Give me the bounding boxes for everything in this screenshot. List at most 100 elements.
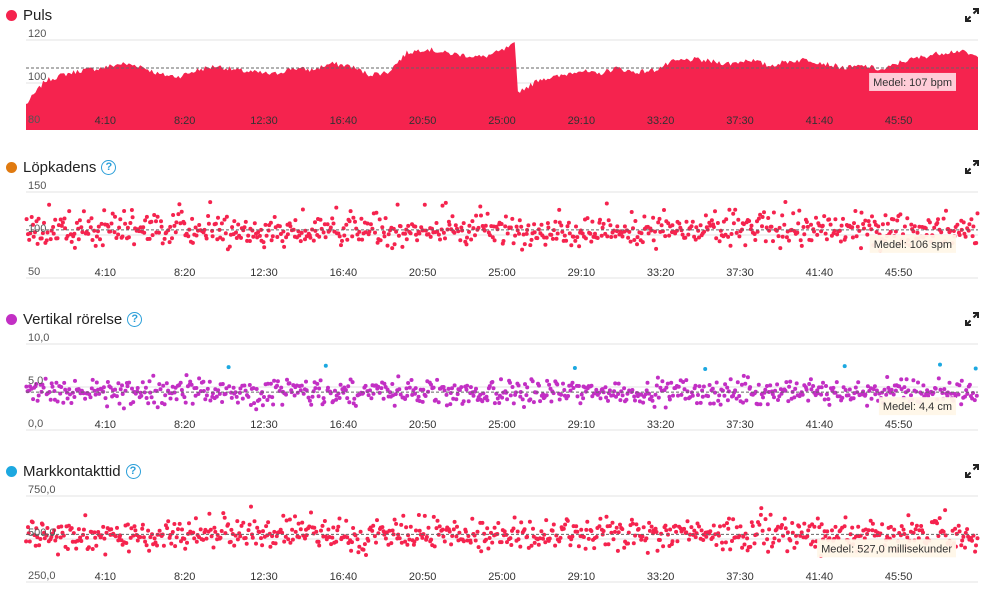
data-point [694,225,699,230]
data-point [598,217,602,222]
data-point [676,393,680,398]
data-point [637,399,642,404]
data-point [559,392,564,397]
data-point [804,387,809,392]
data-point [60,220,65,225]
data-point [86,231,91,236]
data-point [224,214,229,219]
x-tick-label: 25:00 [488,571,516,583]
expand-icon[interactable] [965,312,979,326]
data-point [892,527,897,532]
data-point [796,221,801,226]
data-point [722,393,727,398]
data-point [463,529,468,534]
data-point [33,230,37,235]
data-point [639,231,644,236]
pulse-panel: Puls 120 100 80 4:10 8:20 12:30 16:40 20:50 25:0… [0,4,989,132]
data-point [943,508,948,513]
data-point [75,538,80,543]
data-point [89,216,94,221]
data-point [810,539,815,544]
x-tick-label: 29:10 [568,267,596,279]
data-point [206,214,211,218]
data-point [833,390,838,395]
data-point [510,385,515,389]
data-point [819,385,824,390]
data-point [125,522,130,527]
data-point [403,539,408,544]
data-point [812,229,816,234]
data-point [670,223,675,228]
data-point [63,226,68,231]
data-point [561,381,565,386]
data-point [434,221,439,225]
data-point [405,393,410,398]
data-point [972,398,977,403]
data-point [317,386,322,391]
data-point [435,518,440,523]
data-point [499,377,503,382]
data-point [675,539,680,544]
data-point [417,528,422,533]
data-point [957,233,962,237]
data-point [178,380,183,385]
data-point [160,241,165,246]
data-point [446,219,451,224]
data-point [889,387,894,392]
data-point [880,522,885,527]
data-point [465,538,470,543]
expand-icon[interactable] [965,464,979,478]
data-point [598,396,603,401]
data-point [642,214,647,219]
data-point [357,544,362,549]
data-point [374,210,379,215]
expand-icon[interactable] [965,8,979,22]
data-point [713,390,717,395]
data-point [301,391,306,396]
data-point [605,234,610,239]
expand-icon[interactable] [965,160,979,174]
data-point [557,397,562,402]
data-point [974,393,979,398]
data-point [36,393,41,398]
data-point [492,238,497,243]
vertical-panel: Vertikal rörelse ? 10,0 5,0 0,0 4:10 8:20 12:… [0,308,989,436]
data-point [270,534,275,539]
data-point [932,225,937,230]
data-point [393,392,398,397]
data-point [542,532,547,537]
gct-title: Markkontakttid ? [6,460,141,482]
data-point [741,400,745,405]
data-point [482,228,487,233]
data-point [443,236,447,241]
data-point [93,392,98,397]
data-point [268,544,273,549]
help-icon[interactable]: ? [127,311,143,327]
data-point [466,534,471,538]
data-point [101,385,106,390]
data-point [487,233,492,238]
data-point [784,380,789,385]
data-point [165,526,170,531]
data-point [831,385,836,390]
data-point [27,237,32,242]
help-icon[interactable]: ? [125,463,141,479]
data-point [931,390,936,395]
data-point [532,230,537,235]
data-point [516,537,521,542]
data-point [727,516,731,521]
data-point [146,401,151,406]
data-point [261,240,266,245]
data-point [461,399,466,404]
data-point [170,236,174,241]
help-icon[interactable]: ? [101,159,117,175]
data-point [865,384,870,389]
data-point [185,540,189,545]
data-point [720,540,724,545]
data-point [321,396,326,401]
data-point [115,525,119,530]
data-point [413,386,418,391]
data-point [600,387,605,392]
data-point [51,231,56,236]
data-point [834,380,839,385]
